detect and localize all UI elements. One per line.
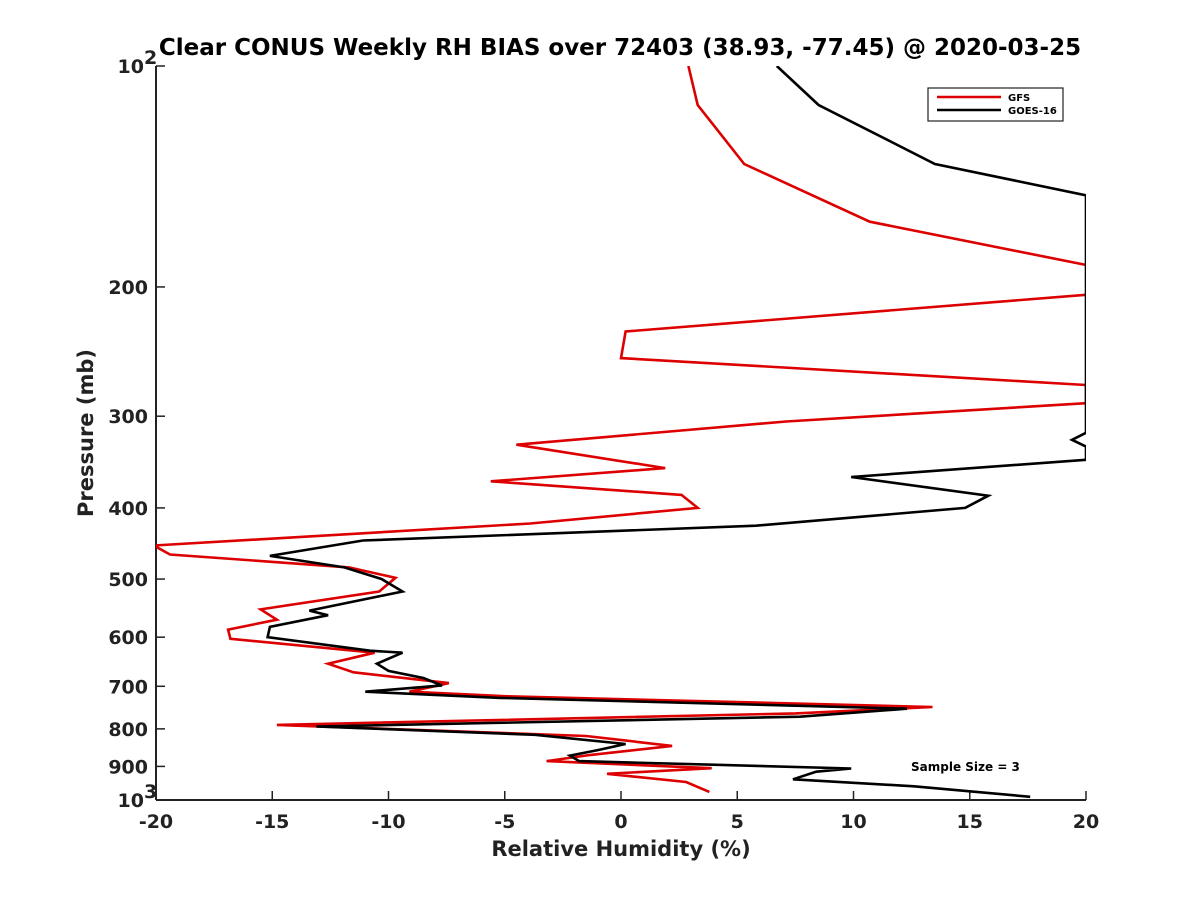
x-tick-label: 20 xyxy=(1073,811,1099,833)
x-tick-label: 5 xyxy=(731,811,744,833)
x-tick-label: 15 xyxy=(957,811,983,833)
legend-label-gfs: GFS xyxy=(1008,93,1030,104)
y-tick-exponent: 2 xyxy=(144,47,157,69)
legend: GFS GOES-16 xyxy=(927,87,1064,122)
y-tick-label: 700 xyxy=(108,676,148,698)
x-tick-label: 10 xyxy=(840,811,866,833)
y-tick-label: 10 xyxy=(118,790,144,812)
sample-size-annotation: Sample Size = 3 xyxy=(911,760,1020,774)
x-axis-label: Relative Humidity (%) xyxy=(491,837,750,861)
y-tick-label: 500 xyxy=(108,569,148,591)
series-lines xyxy=(156,66,1086,799)
y-tick-exponent: 3 xyxy=(144,781,157,803)
x-tick-label: -10 xyxy=(371,811,405,833)
x-tick-label: 0 xyxy=(614,811,627,833)
series-line-goes16 xyxy=(266,66,1086,799)
legend-label-goes16: GOES-16 xyxy=(1008,106,1057,117)
chart-title: Clear CONUS Weekly RH BIAS over 72403 (3… xyxy=(159,35,1081,61)
legend-box xyxy=(927,87,1064,122)
x-axis-ticks: -20 -15 -10 -5 0 5 10 15 20 xyxy=(139,791,1099,833)
y-tick-label: 600 xyxy=(108,627,148,649)
x-tick-label: -5 xyxy=(494,811,515,833)
y-tick-label: 200 xyxy=(108,277,148,299)
y-tick-label: 300 xyxy=(108,406,148,428)
y-tick-label: 900 xyxy=(108,756,148,778)
series-line-gfs xyxy=(156,66,1086,794)
y-tick-label: 10 xyxy=(118,56,144,78)
x-tick-label: -20 xyxy=(139,811,173,833)
y-tick-label: 400 xyxy=(108,498,148,520)
y-tick-label: 800 xyxy=(108,719,148,741)
y-axis-label: Pressure (mb) xyxy=(74,349,98,517)
x-tick-label: -15 xyxy=(255,811,289,833)
